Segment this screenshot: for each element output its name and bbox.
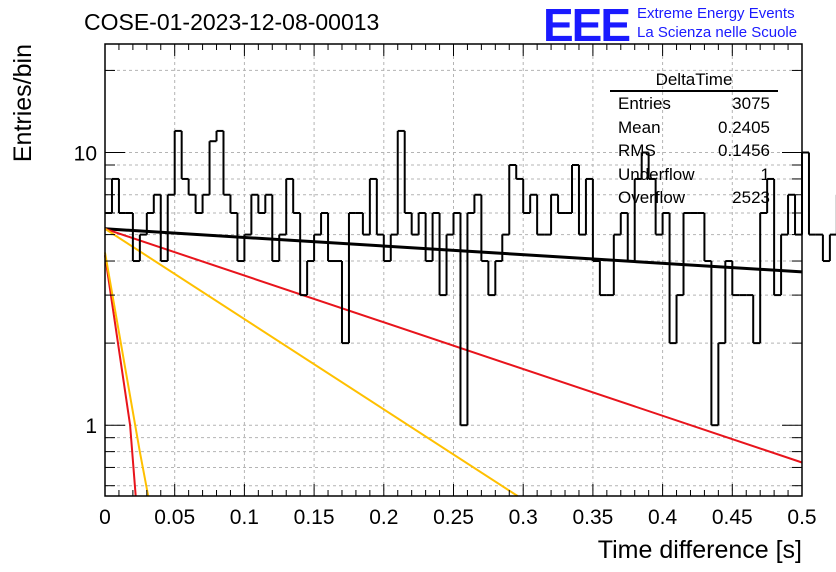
x-tick-label: 0.5 bbox=[787, 506, 816, 529]
stats-key: Entries bbox=[618, 94, 671, 113]
stats-row-rms: RMS 0.1456 bbox=[610, 139, 778, 163]
histogram-bins bbox=[105, 129, 836, 427]
stats-value: 2523 bbox=[732, 188, 770, 207]
stats-key: RMS bbox=[618, 141, 656, 160]
stats-key: Underflow bbox=[618, 164, 695, 184]
fit-curve-red bbox=[104, 227, 803, 464]
logo-line-1: Extreme Energy Events bbox=[637, 5, 795, 22]
x-tick-label: 0.4 bbox=[648, 506, 678, 529]
y-tick-label: 10 bbox=[74, 143, 97, 166]
stats-key: Mean bbox=[618, 117, 661, 137]
x-tick-label: 0.3 bbox=[509, 506, 538, 529]
fit-curve-black bbox=[104, 227, 803, 274]
x-axis-title: Time difference [s] bbox=[598, 536, 802, 564]
x-tick-label: 0.05 bbox=[154, 506, 195, 529]
fit-curve-yellow bbox=[104, 252, 150, 497]
eee-logo: EEE bbox=[543, 0, 631, 51]
x-tick-label: 0.45 bbox=[712, 506, 753, 529]
axis-labels: 0 0.05 0.1 0.15 0.2 0.25 0.3 0.35 0.4 0.45 0.5 1 10 T… bbox=[9, 44, 817, 564]
stats-value: 3075 bbox=[732, 94, 770, 113]
fit-curve-yellow bbox=[104, 227, 519, 497]
y-axis-title: Entries/bin bbox=[9, 44, 37, 162]
x-tick-label: 0.25 bbox=[433, 506, 474, 529]
fit-curve-red bbox=[104, 255, 137, 497]
stats-key: Overflow bbox=[618, 188, 686, 207]
axes bbox=[104, 43, 803, 497]
x-tick-label: 0.2 bbox=[369, 506, 398, 529]
stats-row-underflow: Underflow 1 bbox=[610, 163, 778, 187]
x-tick-label: 0.35 bbox=[572, 506, 613, 529]
eee-logo-text: Extreme Energy Events La Scienza nelle S… bbox=[637, 4, 797, 42]
fit-curves bbox=[104, 227, 803, 497]
run-title: COSE-01-2023-12-08-00013 bbox=[84, 9, 380, 35]
stats-row-overflow: Overflow 2523 bbox=[610, 186, 778, 210]
x-tick-label: 0.15 bbox=[294, 506, 335, 529]
y-tick-label: 1 bbox=[85, 415, 97, 438]
stats-value: 0.2405 bbox=[718, 117, 770, 137]
x-tick-label: 0.1 bbox=[230, 506, 259, 529]
stats-title: DeltaTime bbox=[610, 70, 778, 92]
stats-row-mean: Mean 0.2405 bbox=[610, 116, 778, 140]
stats-value: 1 bbox=[760, 164, 770, 184]
stats-row-entries: Entries 3075 bbox=[610, 92, 778, 116]
x-tick-label: 0 bbox=[99, 506, 111, 529]
stats-value: 0.1456 bbox=[718, 141, 770, 160]
stats-box: DeltaTime Entries 3075 Mean 0.2405 RMS 0… bbox=[610, 70, 778, 210]
logo-line-2: La Scienza nelle Scuole bbox=[637, 24, 798, 41]
